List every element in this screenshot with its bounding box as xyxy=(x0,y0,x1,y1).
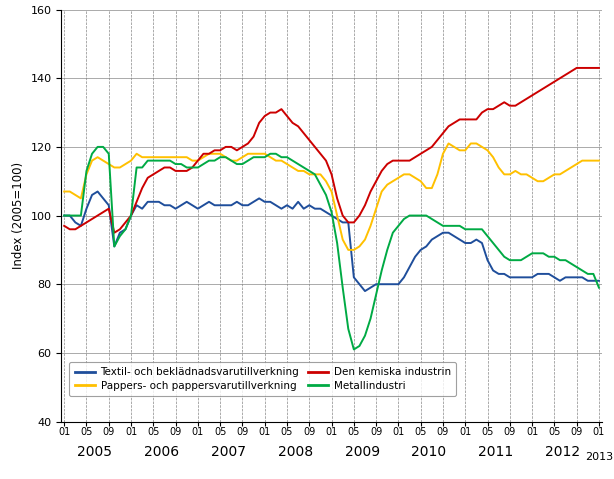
Legend: Textil- och beklädnadsvarutillverkning, Pappers- och pappersvarutillverkning, De: Textil- och beklädnadsvarutillverkning, … xyxy=(69,362,456,396)
Text: 2013: 2013 xyxy=(585,452,613,462)
Y-axis label: Index (2005=100): Index (2005=100) xyxy=(12,162,25,269)
